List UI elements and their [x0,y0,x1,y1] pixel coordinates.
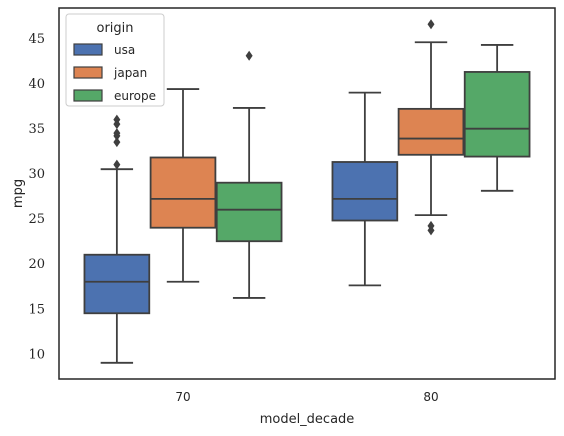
y-tick-label: 10 [28,347,45,362]
outlier-point [113,137,121,148]
legend-label-europe: europe [114,89,156,103]
legend-title: origin [96,21,133,36]
box-europe-80 [463,44,531,192]
legend-label-usa: usa [114,43,135,57]
y-tick-label: 30 [28,167,45,182]
x-axis-label: model_decade [260,412,355,427]
legend-swatch-europe [73,89,103,102]
outlier-point [113,128,121,139]
legend-frame [65,13,165,107]
plot-frame [58,7,556,380]
box-europe-70 [215,50,283,299]
legend-swatch-usa [73,43,103,56]
x-tick-label: 80 [423,390,438,404]
y-axis-label: mpg [11,179,26,208]
box-iqr [397,107,465,156]
box-japan-80 [397,19,465,236]
box-iqr [215,181,283,243]
outlier-point [427,220,435,231]
box-usa-70 [83,114,151,364]
box-japan-70 [149,88,217,283]
y-tick-label: 25 [28,212,45,227]
legend: origin usa japan europe [65,13,165,107]
y-tick-label: 45 [28,32,45,47]
box-iqr [149,156,217,229]
outlier-point [245,50,253,61]
x-tick-label: 70 [175,390,190,404]
legend-swatch-japan [73,66,103,79]
y-tick-label: 20 [28,257,45,272]
y-tick-label: 35 [28,122,45,137]
y-tick-label: 15 [28,302,45,317]
box-iqr [331,161,399,222]
box-usa-80 [331,91,399,287]
outlier-point [113,114,121,125]
box-iqr [83,253,151,315]
outlier-point [113,159,121,170]
legend-label-japan: japan [113,66,147,80]
y-tick-label: 40 [28,77,45,92]
box-iqr [463,71,531,158]
outlier-point [427,19,435,30]
